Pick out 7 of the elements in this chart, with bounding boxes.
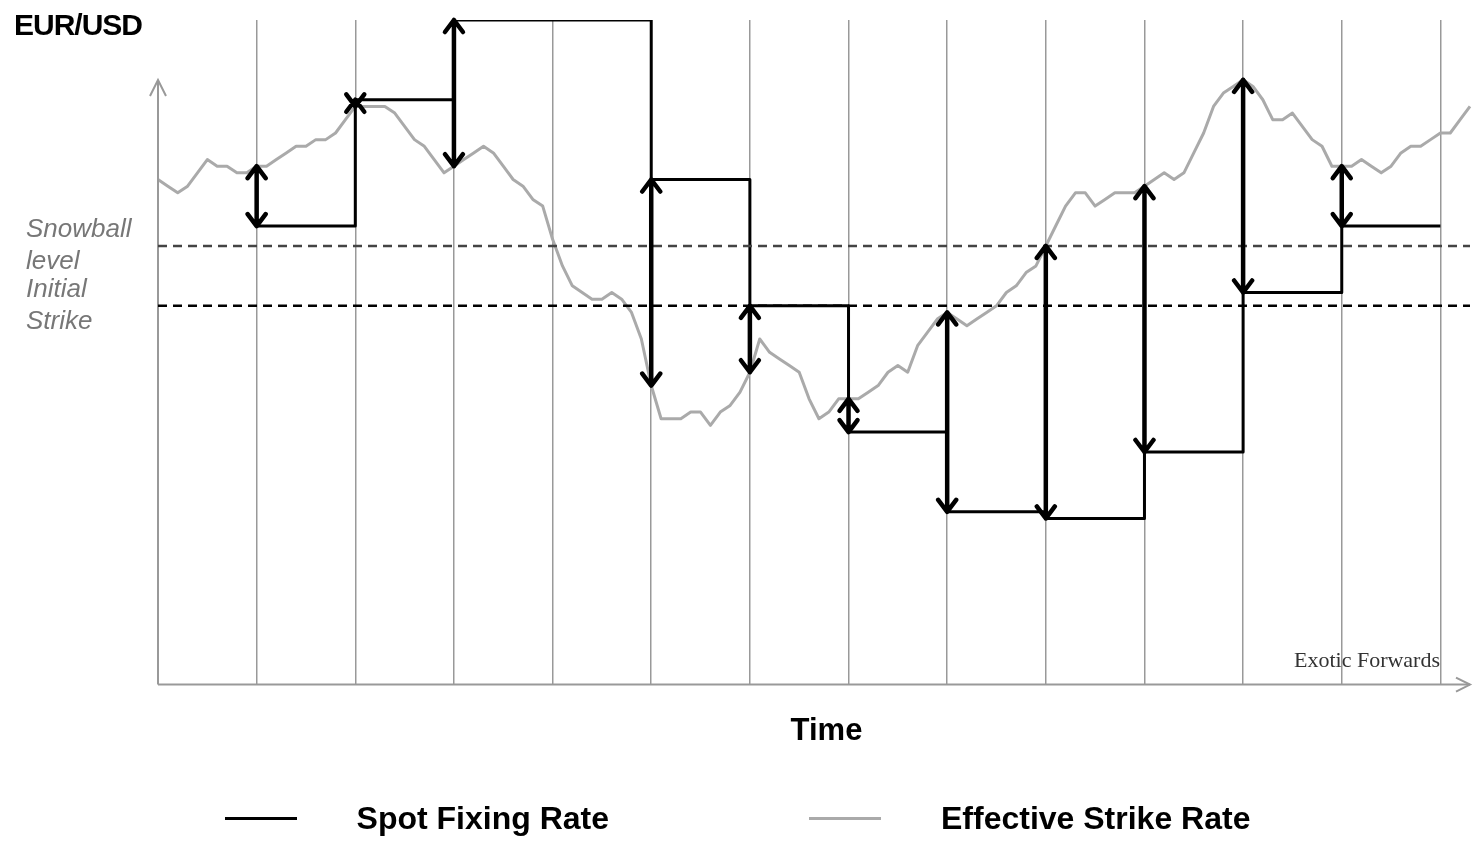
ref-line-label: Snowball level [26, 213, 133, 276]
y-axis-title: EUR/USD [14, 8, 143, 42]
annotation: Exotic Forwards [1293, 647, 1440, 673]
legend-label: Spot Fixing Rate [356, 800, 609, 837]
legend-label: Effective Strike Rate [940, 800, 1251, 837]
ref-line-label: Initial Strike [26, 273, 93, 336]
x-axis-title: Time [789, 712, 864, 748]
